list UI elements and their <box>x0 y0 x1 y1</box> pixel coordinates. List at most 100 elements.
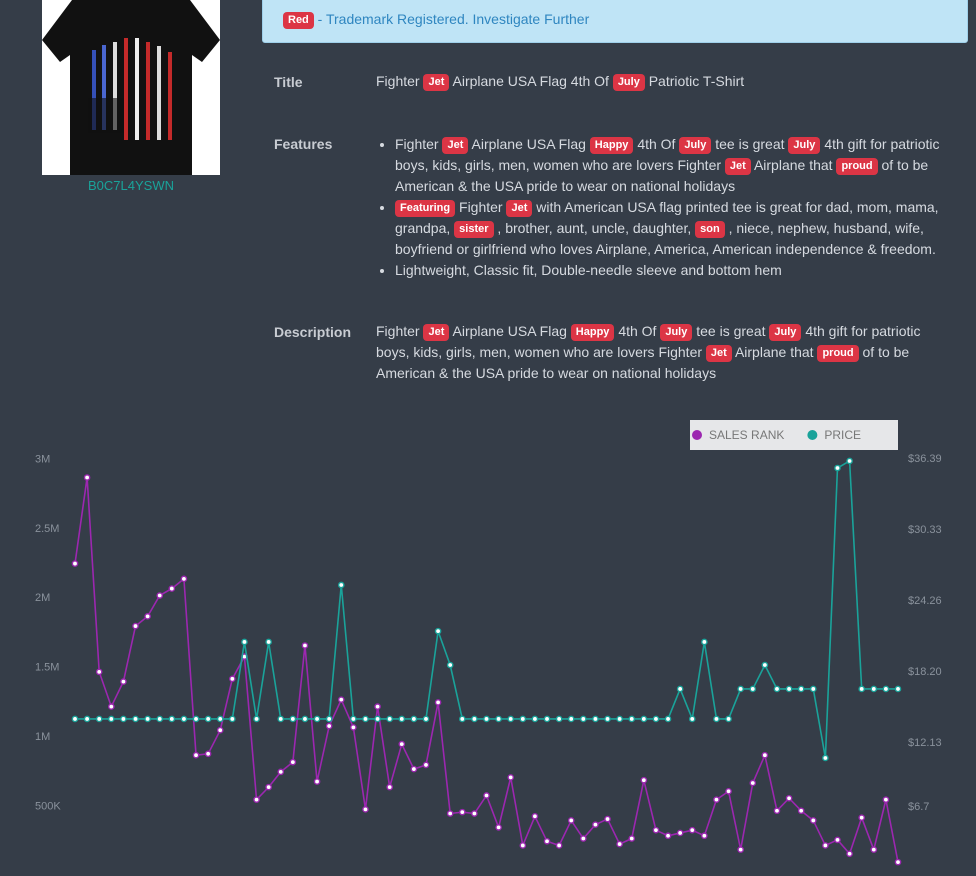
data-point <box>398 740 406 748</box>
data-point <box>495 824 502 831</box>
data-point <box>386 715 393 723</box>
y2-tick-label: $12.13 <box>908 737 942 749</box>
keyword-badge: Jet <box>423 324 450 341</box>
data-point <box>204 750 212 758</box>
data-point <box>204 715 212 723</box>
data-point <box>180 715 188 723</box>
data-point <box>567 715 575 723</box>
data-point <box>325 722 333 730</box>
asin[interactable]: B0C7L4YSWN <box>88 178 174 193</box>
text: Airplane USA Flag 4th Of <box>452 73 609 89</box>
text: , niece, nephew, husband, wife, boyfrien… <box>395 220 936 257</box>
data-point <box>71 715 79 723</box>
data-point <box>846 457 853 465</box>
data-point <box>301 715 309 723</box>
field-label: Title <box>274 74 303 90</box>
data-point <box>809 685 817 693</box>
data-point <box>749 685 757 693</box>
y2-tick-label: $24.26 <box>908 595 942 607</box>
y-tick-label: 2.5M <box>35 523 59 535</box>
data-point <box>773 685 781 693</box>
data-point <box>422 761 430 769</box>
data-point <box>362 806 369 813</box>
data-point <box>410 715 418 723</box>
keyword-badge: Happy <box>589 137 634 154</box>
data-point <box>870 846 878 853</box>
data-point <box>713 796 720 803</box>
data-point <box>350 724 357 731</box>
data-point <box>592 715 599 723</box>
text: Patriotic T-Shirt <box>648 73 745 89</box>
data-point <box>822 842 829 849</box>
text: Fighter <box>376 323 420 339</box>
data-point <box>555 842 563 849</box>
data-point <box>410 765 418 773</box>
data-point <box>846 850 853 858</box>
data-point <box>616 715 623 723</box>
title-value: Fighter Jet Airplane USA Flag 4th Of Jul… <box>376 71 948 92</box>
keyword-badge: proud <box>817 345 859 362</box>
data-point <box>555 715 563 723</box>
data-point <box>870 685 878 693</box>
legend-box <box>690 420 898 450</box>
data-point <box>761 751 769 759</box>
data-point <box>241 653 248 660</box>
data-point <box>301 642 309 649</box>
alert-text: - Trademark Registered. Investigate Furt… <box>317 11 590 27</box>
data-point <box>446 661 454 669</box>
data-point <box>737 685 744 693</box>
y-tick-label: 3M <box>35 453 50 465</box>
data-point <box>229 675 236 683</box>
data-point <box>398 715 406 723</box>
keyword-badge: July <box>612 74 645 91</box>
data-point <box>785 685 793 693</box>
y-tick-label: 1M <box>35 731 50 743</box>
y-tick-label: 2M <box>35 592 50 604</box>
text: Lightweight, Classic fit, Double-needle … <box>395 262 782 278</box>
text: tee is great <box>696 323 766 339</box>
data-point <box>701 638 708 646</box>
data-point <box>543 837 551 845</box>
data-point <box>664 832 672 840</box>
data-point <box>156 592 164 599</box>
data-point <box>592 821 599 828</box>
keyword-badge: Featuring <box>395 200 456 217</box>
data-point <box>483 715 490 723</box>
data-point <box>108 715 115 723</box>
data-point <box>580 715 587 723</box>
data-point <box>471 715 478 723</box>
legend-marker <box>692 430 702 440</box>
product-image[interactable] <box>42 0 220 175</box>
text: Airplane USA Flag <box>452 323 567 339</box>
series-line <box>74 477 899 863</box>
data-point <box>531 812 539 820</box>
features-value: Fighter Jet Airplane USA Flag Happy 4th … <box>376 134 948 281</box>
data-point <box>652 826 660 834</box>
legend-marker <box>807 430 818 440</box>
y2-tick-label: $6.7 <box>908 801 929 813</box>
legend-label: SALES RANK <box>709 428 784 442</box>
data-point <box>83 715 91 723</box>
data-point <box>458 808 466 816</box>
keyword-badge: July <box>769 324 802 341</box>
data-point <box>725 787 732 795</box>
data-point <box>834 464 841 472</box>
y-tick-label: 500K <box>35 800 61 812</box>
data-point <box>604 815 611 823</box>
data-point <box>313 778 321 785</box>
keyword-badge: proud <box>836 158 878 175</box>
legend-label: PRICE <box>824 428 861 442</box>
keyword-badge: July <box>660 324 693 341</box>
data-point <box>858 685 865 693</box>
data-point <box>749 779 757 787</box>
data-point <box>628 715 636 723</box>
text: 4th gift for patriotic boys, kids, girls… <box>376 323 921 360</box>
data-point <box>676 829 684 837</box>
data-point <box>519 715 527 723</box>
data-point <box>543 715 551 723</box>
data-point <box>652 715 660 723</box>
text: of to be American & the USA pride to wea… <box>395 157 929 194</box>
y2-tick-label: $36.39 <box>908 453 942 465</box>
keyword-badge: Jet <box>724 158 751 175</box>
data-point <box>725 715 732 723</box>
